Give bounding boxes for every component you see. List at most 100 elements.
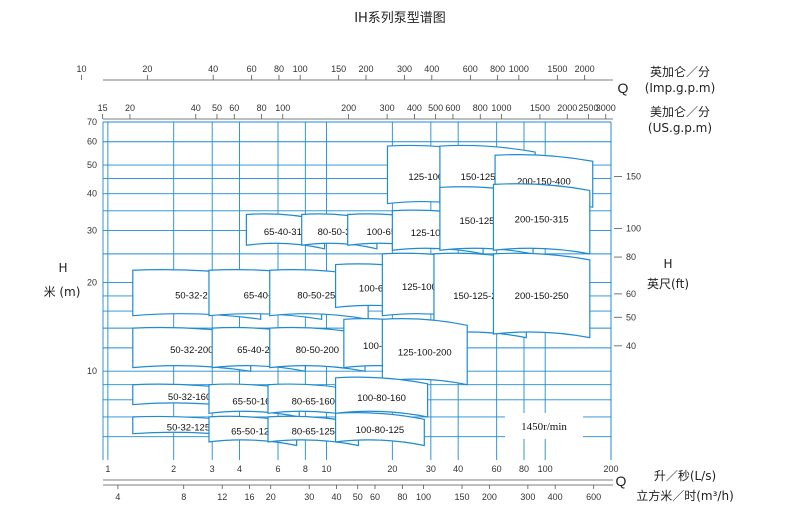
top-axis-us-label: 美加仑／分 bbox=[650, 105, 710, 119]
pump-100-80-160: 100-80-160 bbox=[334, 376, 429, 418]
pump-envelope bbox=[492, 183, 591, 255]
bottom-ls-tick-label: 6 bbox=[276, 464, 281, 474]
pump-200-150-250: 200-150-250 bbox=[492, 252, 591, 339]
pump-label: 50-32-200 bbox=[170, 345, 213, 356]
top-us-tick-label: 800 bbox=[473, 103, 488, 113]
left-h-tick-label: 60 bbox=[87, 137, 97, 147]
top-axis-imp-unit: (Imp.g.p.m) bbox=[645, 81, 716, 95]
pump-80-50-200: 80-50-200 bbox=[269, 326, 366, 372]
top-imp-tick-label: 40 bbox=[208, 64, 218, 74]
top-q-symbol: Q bbox=[618, 80, 629, 96]
pump-label: 50-32-125 bbox=[167, 422, 210, 433]
bottom-m3h-tick-label: 400 bbox=[548, 492, 563, 502]
left-h-tick-label: 30 bbox=[87, 226, 97, 236]
bottom-m3h-tick-label: 150 bbox=[455, 492, 470, 502]
pump-label: 100-80-125 bbox=[356, 425, 405, 436]
pump-label: 200-150-315 bbox=[515, 215, 569, 226]
chart-title: IH系列泵型谱图 bbox=[354, 11, 446, 26]
top-imp-tick-label: 20 bbox=[142, 64, 152, 74]
top-us-tick-label: 60 bbox=[229, 103, 239, 113]
right-ft-tick-label: 40 bbox=[626, 341, 636, 351]
bottom-ls-tick-label: 4 bbox=[237, 464, 242, 474]
speed-label: 1450r/min bbox=[521, 421, 567, 433]
pump-100-80-125: 100-80-125 bbox=[334, 412, 425, 447]
bottom-ls-tick-label: 1 bbox=[105, 464, 110, 474]
pump-label: 80-65-160 bbox=[292, 396, 335, 407]
right-ft-tick-label: 60 bbox=[626, 289, 636, 299]
bottom-m3h-tick-label: 300 bbox=[520, 492, 535, 502]
bottom-ls-tick-label: 80 bbox=[519, 464, 529, 474]
top-imp-tick-label: 600 bbox=[463, 64, 478, 74]
top-us-tick-label: 2000 bbox=[557, 103, 577, 113]
pump-label: 80-50-200 bbox=[296, 345, 339, 356]
right-ft-tick-label: 80 bbox=[626, 252, 636, 262]
pump-label: 65-40-315 bbox=[264, 227, 307, 238]
top-imp-tick-label: 800 bbox=[490, 64, 505, 74]
pump-label: 65-50-125 bbox=[231, 427, 274, 438]
top-us-tick-label: 15 bbox=[98, 103, 108, 113]
bottom-ls-tick-label: 30 bbox=[426, 464, 436, 474]
top-us-tick-label: 1500 bbox=[530, 103, 550, 113]
bottom-ls-tick-label: 3 bbox=[210, 464, 215, 474]
top-axis-imp-label: 英加仑／分 bbox=[650, 65, 710, 79]
bottom-m3h-tick-label: 12 bbox=[217, 492, 227, 502]
top-imp-tick-label: 2000 bbox=[575, 64, 595, 74]
bottom-m3h-tick-label: 8 bbox=[181, 492, 186, 502]
bottom-m3h-tick-label: 16 bbox=[245, 492, 255, 502]
y-axis-label-metric: 米 (m) bbox=[44, 285, 81, 299]
pump-label: 125-100-250 bbox=[402, 282, 456, 293]
bottom-axis-m3h-label: 立方米／时(m³/h) bbox=[636, 488, 734, 503]
bottom-m3h-tick-label: 40 bbox=[332, 492, 342, 502]
bottom-m3h-tick-label: 100 bbox=[416, 492, 431, 502]
top-imp-tick-label: 200 bbox=[358, 64, 373, 74]
left-h-tick-label: 40 bbox=[87, 189, 97, 199]
pump-label: 200-150-400 bbox=[517, 177, 571, 188]
pump-label: 200-150-250 bbox=[515, 291, 569, 302]
bottom-m3h-tick-label: 30 bbox=[304, 492, 314, 502]
pump-label: 65-40-200 bbox=[237, 345, 280, 356]
y-axis-symbol-imperial: H bbox=[663, 257, 672, 271]
pump-envelope bbox=[269, 326, 366, 372]
bottom-q-symbol: Q bbox=[616, 473, 627, 489]
bottom-ls-tick-label: 20 bbox=[387, 464, 397, 474]
top-us-tick-label: 2500 bbox=[578, 103, 598, 113]
bottom-ls-tick-label: 10 bbox=[322, 464, 332, 474]
top-us-tick-label: 1000 bbox=[491, 103, 511, 113]
top-us-tick-label: 600 bbox=[445, 103, 460, 113]
top-imp-tick-label: 100 bbox=[293, 64, 308, 74]
bottom-m3h-tick-label: 50 bbox=[353, 492, 363, 502]
pump-label: 150-125-315 bbox=[460, 216, 514, 227]
pump-200-150-315: 200-150-315 bbox=[492, 183, 591, 255]
bottom-ls-tick-label: 200 bbox=[603, 464, 618, 474]
pump-label: 50-32-160 bbox=[168, 392, 211, 403]
pump-label: 80-65-125 bbox=[292, 427, 335, 438]
bottom-axis-ls-label: 升／秒(L/s) bbox=[654, 469, 716, 483]
top-us-tick-label: 500 bbox=[428, 103, 443, 113]
pump-label: 65-50-160 bbox=[232, 396, 275, 407]
pump-label: 100-80-160 bbox=[357, 393, 406, 404]
bottom-m3h-tick-label: 80 bbox=[397, 492, 407, 502]
bottom-m3h-tick-label: 200 bbox=[482, 492, 497, 502]
bottom-ls-tick-label: 100 bbox=[538, 464, 553, 474]
pump-label: 80-50-315 bbox=[318, 227, 361, 238]
pump-label: 150-125-400 bbox=[461, 172, 515, 183]
top-us-tick-label: 50 bbox=[212, 103, 222, 113]
top-us-tick-label: 300 bbox=[380, 103, 395, 113]
pump-label: 80-50-250 bbox=[297, 290, 340, 301]
left-h-tick-label: 50 bbox=[87, 160, 97, 170]
top-us-tick-label: 80 bbox=[257, 103, 267, 113]
bottom-m3h-tick-label: 60 bbox=[370, 492, 380, 502]
bottom-m3h-tick-label: 20 bbox=[266, 492, 276, 502]
bottom-m3h-tick-label: 4 bbox=[115, 492, 120, 502]
bottom-ls-tick-label: 8 bbox=[303, 464, 308, 474]
top-imp-tick-label: 300 bbox=[397, 64, 412, 74]
pump-125-100-200: 125-100-200 bbox=[381, 318, 468, 386]
right-ft-tick-label: 50 bbox=[626, 312, 636, 322]
pump-label: 50-32-250 bbox=[175, 290, 218, 301]
top-imp-tick-label: 60 bbox=[247, 64, 257, 74]
pump-label: 125-100-400 bbox=[408, 172, 462, 183]
bottom-m3h-tick-label: 600 bbox=[586, 492, 601, 502]
top-us-tick-label: 40 bbox=[191, 103, 201, 113]
